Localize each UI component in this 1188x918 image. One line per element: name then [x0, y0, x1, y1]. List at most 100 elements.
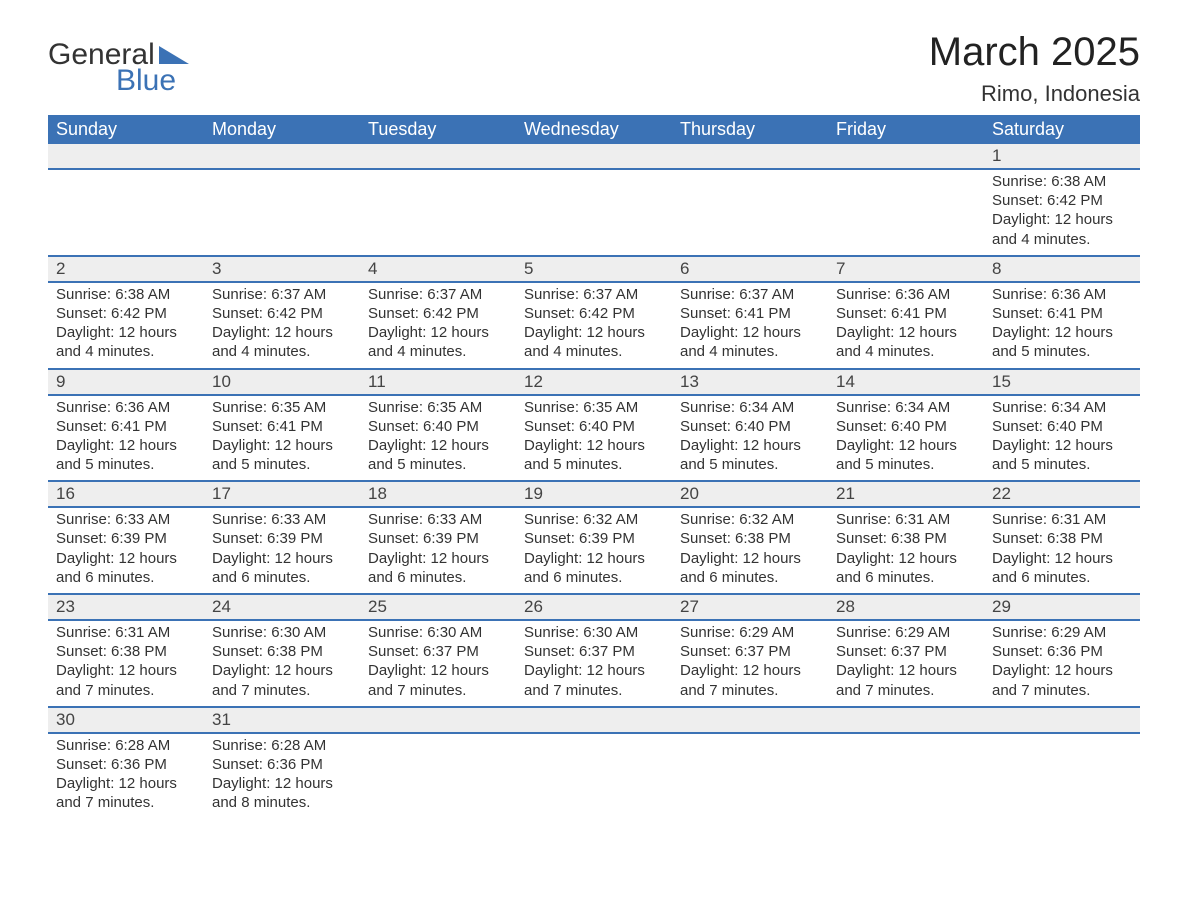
day-number-cell — [516, 707, 672, 733]
daylight-text: Daylight: 12 hours and 5 minutes. — [836, 436, 976, 474]
day-detail-cell: Sunrise: 6:37 AMSunset: 6:42 PMDaylight:… — [204, 282, 360, 369]
sunrise-text: Sunrise: 6:30 AM — [368, 623, 508, 642]
day-detail-cell: Sunrise: 6:35 AMSunset: 6:41 PMDaylight:… — [204, 395, 360, 482]
daylight-text: Daylight: 12 hours and 6 minutes. — [212, 549, 352, 587]
sunset-text: Sunset: 6:41 PM — [992, 304, 1132, 323]
sunrise-text: Sunrise: 6:35 AM — [368, 398, 508, 417]
calendar-week-daynum-row: 1 — [48, 144, 1140, 169]
day-detail-cell — [48, 169, 204, 256]
sunset-text: Sunset: 6:38 PM — [680, 529, 820, 548]
day-number-cell: 19 — [516, 481, 672, 507]
daylight-text: Daylight: 12 hours and 4 minutes. — [992, 210, 1132, 248]
day-number-cell — [828, 707, 984, 733]
daylight-text: Daylight: 12 hours and 4 minutes. — [56, 323, 196, 361]
day-detail-cell: Sunrise: 6:34 AMSunset: 6:40 PMDaylight:… — [984, 395, 1140, 482]
day-detail-cell: Sunrise: 6:33 AMSunset: 6:39 PMDaylight:… — [204, 507, 360, 594]
day-number-cell: 1 — [984, 144, 1140, 169]
day-number-cell: 12 — [516, 369, 672, 395]
sunrise-text: Sunrise: 6:37 AM — [524, 285, 664, 304]
sunrise-text: Sunrise: 6:34 AM — [680, 398, 820, 417]
daylight-text: Daylight: 12 hours and 7 minutes. — [992, 661, 1132, 699]
sunset-text: Sunset: 6:38 PM — [212, 642, 352, 661]
sunrise-text: Sunrise: 6:36 AM — [56, 398, 196, 417]
daylight-text: Daylight: 12 hours and 7 minutes. — [836, 661, 976, 699]
day-detail-cell: Sunrise: 6:30 AMSunset: 6:38 PMDaylight:… — [204, 620, 360, 707]
calendar-week-daynum-row: 16171819202122 — [48, 481, 1140, 507]
sunset-text: Sunset: 6:37 PM — [368, 642, 508, 661]
day-detail-cell — [828, 733, 984, 819]
sunrise-text: Sunrise: 6:38 AM — [992, 172, 1132, 191]
sunrise-text: Sunrise: 6:33 AM — [56, 510, 196, 529]
dayheader-sun: Sunday — [48, 115, 204, 144]
dayheader-fri: Friday — [828, 115, 984, 144]
day-number-cell: 17 — [204, 481, 360, 507]
sunrise-text: Sunrise: 6:31 AM — [992, 510, 1132, 529]
daylight-text: Daylight: 12 hours and 6 minutes. — [368, 549, 508, 587]
calendar-week-detail-row: Sunrise: 6:36 AMSunset: 6:41 PMDaylight:… — [48, 395, 1140, 482]
location-label: Rimo, Indonesia — [929, 81, 1140, 107]
daylight-text: Daylight: 12 hours and 7 minutes. — [56, 774, 196, 812]
sunset-text: Sunset: 6:37 PM — [524, 642, 664, 661]
day-number-cell: 14 — [828, 369, 984, 395]
day-number-cell — [48, 144, 204, 169]
daylight-text: Daylight: 12 hours and 5 minutes. — [56, 436, 196, 474]
day-detail-cell — [828, 169, 984, 256]
sunset-text: Sunset: 6:36 PM — [56, 755, 196, 774]
day-number-cell: 28 — [828, 594, 984, 620]
daylight-text: Daylight: 12 hours and 5 minutes. — [368, 436, 508, 474]
sunset-text: Sunset: 6:39 PM — [212, 529, 352, 548]
day-number-cell: 31 — [204, 707, 360, 733]
sunset-text: Sunset: 6:40 PM — [680, 417, 820, 436]
day-number-cell: 20 — [672, 481, 828, 507]
daylight-text: Daylight: 12 hours and 4 minutes. — [836, 323, 976, 361]
sunset-text: Sunset: 6:39 PM — [56, 529, 196, 548]
day-detail-cell: Sunrise: 6:29 AMSunset: 6:37 PMDaylight:… — [672, 620, 828, 707]
day-detail-cell — [360, 169, 516, 256]
daylight-text: Daylight: 12 hours and 5 minutes. — [992, 323, 1132, 361]
sunrise-text: Sunrise: 6:35 AM — [524, 398, 664, 417]
day-detail-cell: Sunrise: 6:29 AMSunset: 6:36 PMDaylight:… — [984, 620, 1140, 707]
sunset-text: Sunset: 6:42 PM — [992, 191, 1132, 210]
sunset-text: Sunset: 6:38 PM — [56, 642, 196, 661]
calendar-week-daynum-row: 9101112131415 — [48, 369, 1140, 395]
day-detail-cell: Sunrise: 6:30 AMSunset: 6:37 PMDaylight:… — [360, 620, 516, 707]
daylight-text: Daylight: 12 hours and 6 minutes. — [56, 549, 196, 587]
daylight-text: Daylight: 12 hours and 7 minutes. — [212, 661, 352, 699]
day-number-cell: 4 — [360, 256, 516, 282]
sunset-text: Sunset: 6:41 PM — [836, 304, 976, 323]
day-number-cell: 23 — [48, 594, 204, 620]
sunrise-text: Sunrise: 6:29 AM — [680, 623, 820, 642]
day-detail-cell: Sunrise: 6:38 AMSunset: 6:42 PMDaylight:… — [48, 282, 204, 369]
day-detail-cell — [516, 733, 672, 819]
sunrise-text: Sunrise: 6:37 AM — [368, 285, 508, 304]
day-detail-cell — [672, 733, 828, 819]
day-number-cell: 16 — [48, 481, 204, 507]
sunrise-text: Sunrise: 6:28 AM — [56, 736, 196, 755]
sunrise-text: Sunrise: 6:29 AM — [836, 623, 976, 642]
calendar-week-daynum-row: 23242526272829 — [48, 594, 1140, 620]
sunrise-text: Sunrise: 6:37 AM — [680, 285, 820, 304]
sunrise-text: Sunrise: 6:36 AM — [836, 285, 976, 304]
day-detail-cell: Sunrise: 6:37 AMSunset: 6:41 PMDaylight:… — [672, 282, 828, 369]
daylight-text: Daylight: 12 hours and 7 minutes. — [368, 661, 508, 699]
sunset-text: Sunset: 6:37 PM — [680, 642, 820, 661]
day-detail-cell: Sunrise: 6:32 AMSunset: 6:38 PMDaylight:… — [672, 507, 828, 594]
day-detail-cell: Sunrise: 6:31 AMSunset: 6:38 PMDaylight:… — [984, 507, 1140, 594]
day-detail-cell: Sunrise: 6:36 AMSunset: 6:41 PMDaylight:… — [984, 282, 1140, 369]
sunset-text: Sunset: 6:36 PM — [212, 755, 352, 774]
daylight-text: Daylight: 12 hours and 4 minutes. — [524, 323, 664, 361]
sunrise-text: Sunrise: 6:34 AM — [992, 398, 1132, 417]
day-detail-cell: Sunrise: 6:33 AMSunset: 6:39 PMDaylight:… — [48, 507, 204, 594]
sunset-text: Sunset: 6:41 PM — [56, 417, 196, 436]
day-number-cell: 30 — [48, 707, 204, 733]
sunset-text: Sunset: 6:38 PM — [992, 529, 1132, 548]
day-detail-cell: Sunrise: 6:33 AMSunset: 6:39 PMDaylight:… — [360, 507, 516, 594]
daylight-text: Daylight: 12 hours and 4 minutes. — [680, 323, 820, 361]
day-number-cell — [828, 144, 984, 169]
sunrise-text: Sunrise: 6:31 AM — [836, 510, 976, 529]
sunset-text: Sunset: 6:40 PM — [368, 417, 508, 436]
calendar-week-detail-row: Sunrise: 6:33 AMSunset: 6:39 PMDaylight:… — [48, 507, 1140, 594]
daylight-text: Daylight: 12 hours and 6 minutes. — [680, 549, 820, 587]
day-number-cell: 8 — [984, 256, 1140, 282]
sunset-text: Sunset: 6:39 PM — [524, 529, 664, 548]
